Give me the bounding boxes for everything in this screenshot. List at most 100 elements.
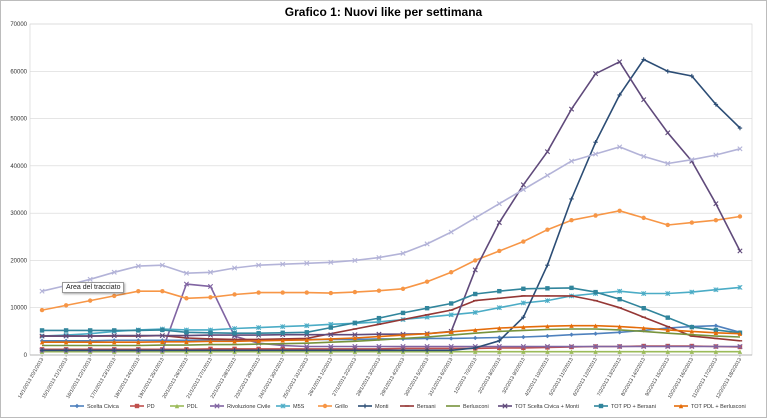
data-point xyxy=(689,329,695,334)
legend-item: Monti xyxy=(358,403,388,410)
data-point xyxy=(496,220,502,226)
data-point xyxy=(665,160,671,167)
plot-area-tooltip: Area del tracciato xyxy=(62,282,125,293)
data-point xyxy=(424,348,430,353)
data-point xyxy=(352,320,358,326)
data-point xyxy=(472,215,478,221)
data-point xyxy=(352,343,358,350)
data-point xyxy=(136,340,141,345)
data-point xyxy=(63,333,69,339)
data-point xyxy=(496,343,502,350)
data-point xyxy=(448,343,454,350)
data-point xyxy=(641,328,646,333)
legend-item: PD xyxy=(130,403,155,410)
data-point xyxy=(593,331,598,336)
data-point xyxy=(424,279,430,284)
y-tick-label: 70000 xyxy=(10,22,27,28)
data-point xyxy=(545,227,550,232)
data-point xyxy=(63,340,69,345)
series-8 xyxy=(42,328,741,347)
data-point xyxy=(472,267,478,273)
legend-label: Scelta Civica xyxy=(87,404,120,410)
series-11 xyxy=(39,323,743,345)
data-point xyxy=(520,182,526,188)
data-point xyxy=(352,332,358,338)
x-tick-label: 20/1/2013 26/1/2013 xyxy=(162,357,190,400)
data-point xyxy=(737,248,743,254)
data-point xyxy=(713,201,719,207)
data-point xyxy=(665,343,671,350)
legend-item: Bersani xyxy=(400,404,436,410)
data-point xyxy=(280,290,285,295)
x-tick-label: 9/2/2013 15/2/2013 xyxy=(644,357,671,398)
data-point xyxy=(617,349,622,354)
data-point xyxy=(424,305,430,311)
data-point xyxy=(208,295,213,300)
series-6 xyxy=(39,57,743,353)
data-point xyxy=(568,106,575,112)
data-point xyxy=(713,152,719,158)
data-point xyxy=(208,330,213,335)
data-point xyxy=(232,331,237,336)
legend: Scelta Civica PD PDL Rivoluzione Civile M5S G… xyxy=(70,403,746,410)
data-point xyxy=(376,343,382,350)
data-point xyxy=(617,330,622,335)
x-tick-label: 5/2/2013 11/2/2013 xyxy=(548,357,575,397)
data-point xyxy=(569,349,574,354)
data-point xyxy=(689,289,695,295)
x-tick-label: 7/2/2013 13/2/2013 xyxy=(596,357,623,398)
data-point xyxy=(280,338,285,343)
data-point xyxy=(448,348,454,353)
legend-item: TOT PD + Bersani xyxy=(594,403,656,410)
data-point xyxy=(74,403,80,409)
data-point xyxy=(160,327,165,333)
data-point xyxy=(592,343,599,350)
data-point xyxy=(689,343,695,350)
data-point xyxy=(617,288,623,294)
data-point xyxy=(448,312,454,318)
data-point xyxy=(352,289,358,295)
data-point xyxy=(713,343,719,350)
data-point xyxy=(328,259,334,265)
data-point xyxy=(256,325,262,331)
data-point xyxy=(112,328,117,333)
data-point xyxy=(568,343,575,350)
series-line xyxy=(42,58,741,352)
x-tick-label: 23/1/2013 29/1/2013 xyxy=(234,357,262,400)
data-point xyxy=(617,324,622,329)
data-point xyxy=(497,288,502,294)
data-point xyxy=(544,343,551,350)
data-point xyxy=(641,153,647,159)
y-axis: 0 10000 20000 30000 40000 50000 60000 70000 xyxy=(10,22,27,359)
data-point xyxy=(63,303,69,308)
y-tick-label: 20000 xyxy=(10,258,27,264)
legend-label: TOT Scelta Civica + Monti xyxy=(515,404,579,410)
x-tick-label: 27/1/2013 2/2/2013 xyxy=(331,357,358,398)
data-point xyxy=(569,218,574,223)
data-point xyxy=(400,348,406,353)
data-point xyxy=(184,348,189,353)
data-point xyxy=(521,324,526,330)
data-point xyxy=(689,73,695,79)
data-point xyxy=(208,348,213,353)
data-point xyxy=(665,222,670,228)
data-point xyxy=(617,59,623,65)
data-point xyxy=(87,298,93,303)
x-tick-label: 26/1/2013 1/2/2013 xyxy=(307,357,334,398)
series-0 xyxy=(39,323,743,344)
legend-label: Berlusconi xyxy=(463,404,489,410)
data-point xyxy=(87,328,93,333)
data-point xyxy=(183,281,190,287)
data-point xyxy=(737,146,743,152)
data-point xyxy=(617,144,623,150)
data-point xyxy=(641,349,646,354)
data-point xyxy=(713,327,719,333)
x-tick-label: 19/1/2013 25/1/2013 xyxy=(137,357,165,400)
series-line xyxy=(42,328,741,347)
data-point xyxy=(569,285,574,291)
data-point xyxy=(400,286,406,291)
data-point xyxy=(231,265,238,271)
data-point xyxy=(593,289,598,295)
data-point xyxy=(472,309,478,315)
data-point xyxy=(617,297,622,302)
